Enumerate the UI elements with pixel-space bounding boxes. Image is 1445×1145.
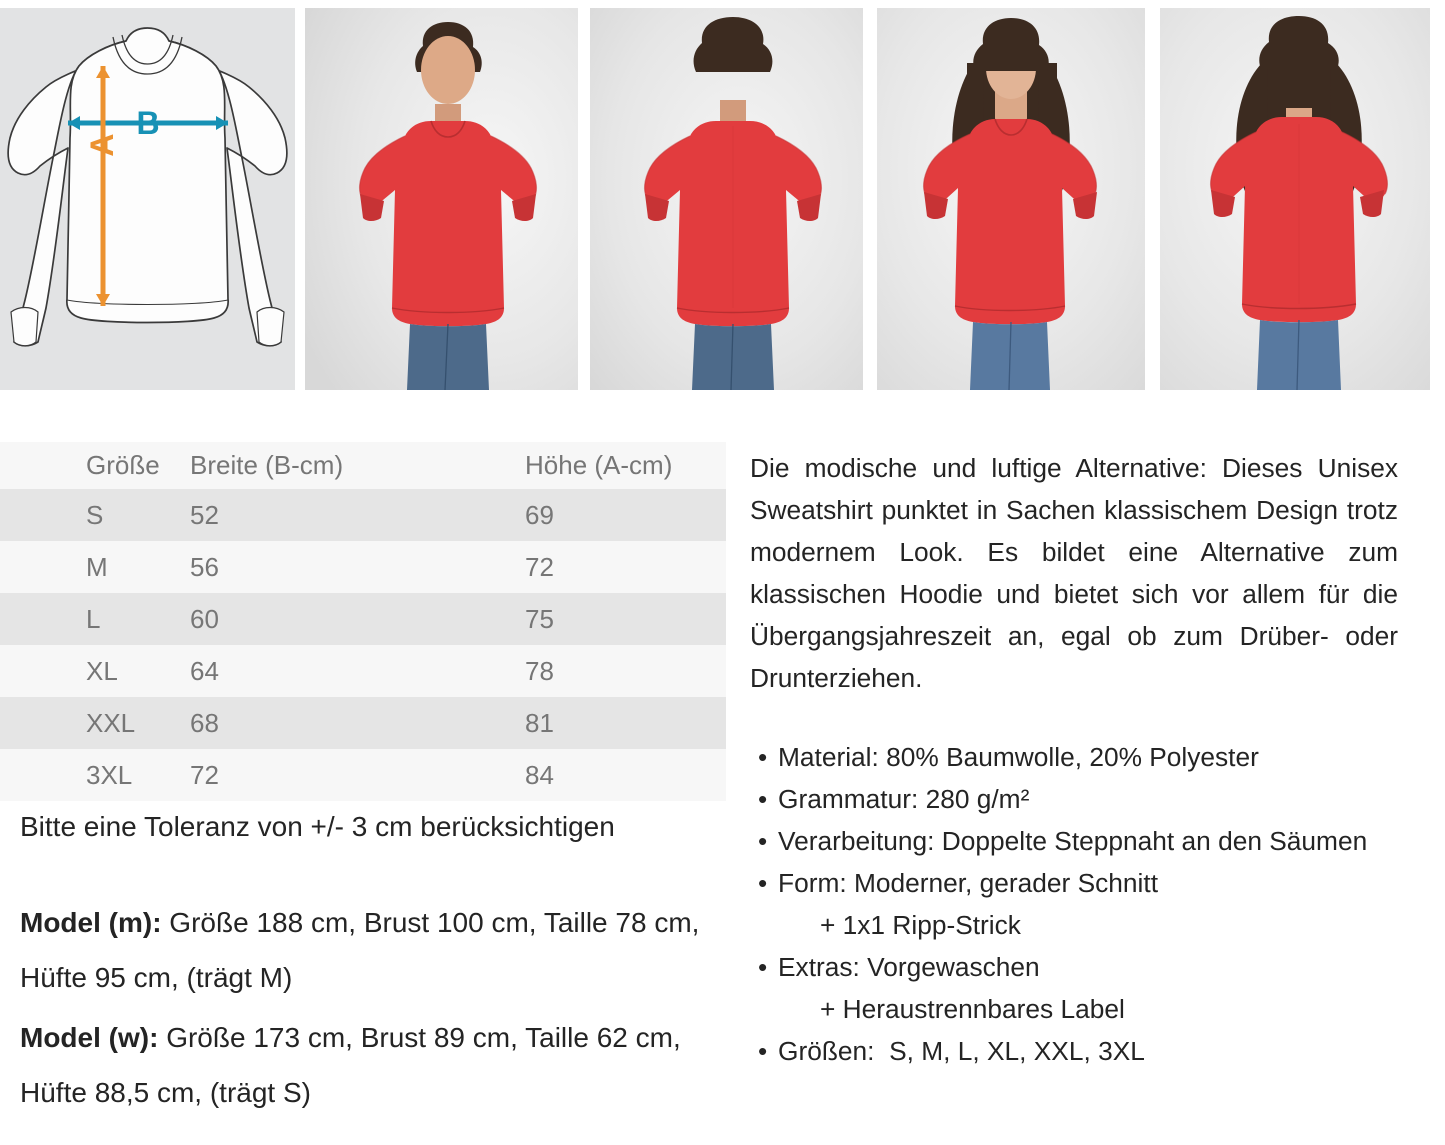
svg-text:A: A xyxy=(84,133,120,156)
svg-text:B: B xyxy=(136,105,159,141)
